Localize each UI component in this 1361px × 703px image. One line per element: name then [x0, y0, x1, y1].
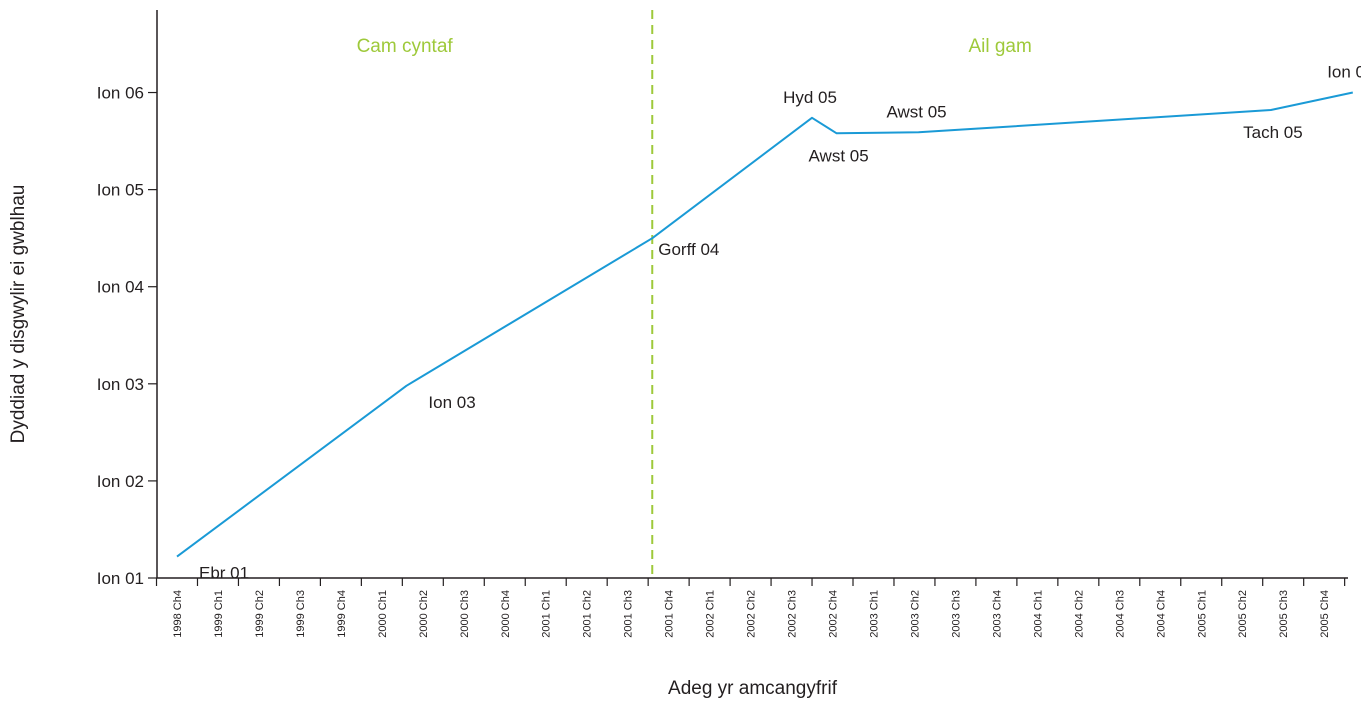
x-tick-label: 2001 Ch3	[623, 590, 635, 638]
y-axis-ticks: Ion 01 Ion 02 Ion 03 Ion 04 Ion 05 Ion 06	[97, 84, 157, 588]
x-axis-ticks: 1998 Ch4 1999 Ch1 1999 Ch2 1999 Ch3 1999 Ch4…	[155, 578, 1346, 638]
x-tick-label: 1998 Ch4	[172, 590, 184, 638]
point-label: Awst 05	[886, 102, 946, 121]
x-tick-label: 2004 Ch3	[1114, 590, 1126, 638]
x-tick-label: 2005 Ch1	[1196, 590, 1208, 638]
x-tick-label: 2001 Ch4	[664, 590, 676, 638]
x-tick-label: 2000 Ch3	[459, 590, 471, 638]
x-tick-label: 2004 Ch4	[1155, 590, 1167, 638]
x-tick-label: 1999 Ch4	[336, 590, 348, 638]
y-tick-label: Ion 04	[97, 278, 144, 297]
x-tick-label: 2005 Ch4	[1319, 590, 1331, 638]
point-labels: Ebr 01 Ion 03 Gorff 04 Hyd 05 Awst 05 Awst 05…	[199, 63, 1361, 583]
point-label: Ion 03	[428, 393, 475, 412]
series-group	[176, 91, 1354, 558]
x-tick-label: 2004 Ch2	[1073, 590, 1085, 638]
phase-label: Ail gam	[968, 36, 1031, 57]
x-tick-label: 2000 Ch1	[377, 590, 389, 638]
x-tick-label: 2000 Ch4	[500, 590, 512, 638]
x-tick-label: 2002 Ch4	[828, 590, 840, 638]
point-label: Gorff 04	[658, 240, 719, 259]
x-tick-label: 2004 Ch1	[1032, 590, 1044, 638]
x-tick-label: 2001 Ch1	[541, 590, 553, 638]
y-tick-label: Ion 05	[97, 181, 144, 200]
y-tick-label: Ion 03	[97, 375, 144, 394]
y-axis-title: Dyddiad y disgwylir ei gwblhau	[8, 185, 29, 444]
y-tick-label: Ion 01	[97, 569, 144, 588]
axes	[156, 10, 1348, 579]
y-tick-label: Ion 02	[97, 472, 144, 491]
x-tick-label: 1999 Ch2	[254, 590, 266, 638]
point-label: Awst 05	[809, 146, 869, 165]
x-tick-label: 2003 Ch1	[868, 590, 880, 638]
x-tick-label: 2002 Ch3	[787, 590, 799, 638]
x-axis-title: Adeg yr amcangyfrif	[668, 678, 838, 699]
point-label: Hyd 05	[783, 88, 837, 107]
x-tick-label: 1999 Ch1	[213, 590, 225, 638]
y-tick-label: Ion 06	[97, 84, 144, 103]
x-tick-label: 2002 Ch1	[705, 590, 717, 638]
point-label: Ebr 01	[199, 564, 249, 583]
x-tick-label: 2000 Ch2	[418, 590, 430, 638]
phase-labels: Cam cyntaf Ail gam	[357, 36, 1032, 57]
x-tick-label: 2005 Ch3	[1278, 590, 1290, 638]
x-tick-label: 2005 Ch2	[1237, 590, 1249, 638]
x-tick-label: 1999 Ch3	[295, 590, 307, 638]
x-tick-label: 2003 Ch4	[991, 590, 1003, 638]
point-label: Tach 05	[1243, 123, 1303, 142]
phase-label: Cam cyntaf	[357, 36, 454, 57]
series-line	[176, 91, 1354, 558]
x-tick-label: 2003 Ch2	[909, 590, 921, 638]
point-label: Ion 06	[1327, 63, 1361, 82]
x-tick-label: 2001 Ch2	[582, 590, 594, 638]
x-tick-label: 2002 Ch2	[746, 590, 758, 638]
x-tick-label: 2003 Ch3	[950, 590, 962, 638]
